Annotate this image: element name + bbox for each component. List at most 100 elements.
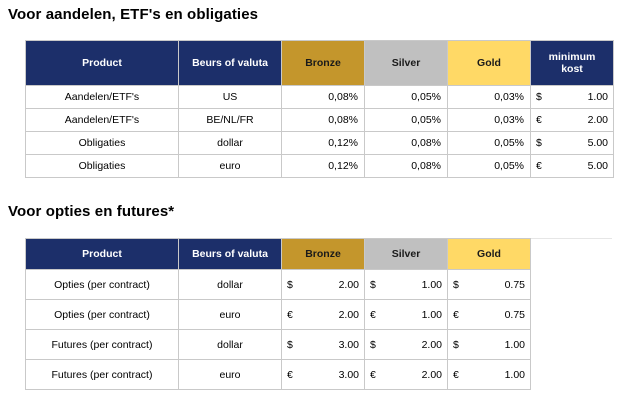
cell-product: Opties (per contract) (25, 299, 179, 330)
currency-symbol: € (536, 114, 542, 126)
cell-silver: 0,05% (364, 108, 448, 132)
amount-value: 0.75 (504, 278, 525, 291)
cell-gold: 0,05% (447, 131, 531, 155)
amount-value: 5.00 (587, 137, 608, 149)
amount-value: 1.00 (504, 368, 525, 381)
cell-beurs: US (178, 85, 282, 109)
table-row: Aandelen/ETF's BE/NL/FR 0,08% 0,05% 0,03% €2.… (25, 108, 614, 132)
amount-value: 2.00 (338, 278, 359, 291)
cell-silver: $2.00 (364, 329, 448, 360)
table-row: Aandelen/ETF's US 0,08% 0,05% 0,03% $1.00 (25, 85, 614, 109)
cell-silver: €1.00 (364, 299, 448, 330)
header-gold: Gold (447, 40, 531, 86)
currency-symbol: € (453, 368, 459, 381)
cell-minimum-kost: €2.00 (530, 108, 614, 132)
cell-bronze: $2.00 (281, 269, 365, 300)
amount-value: 3.00 (338, 368, 359, 381)
currency-symbol: $ (370, 278, 376, 291)
cell-gold: $1.00 (447, 329, 531, 360)
currency-symbol: $ (453, 278, 459, 291)
currency-symbol: $ (287, 338, 293, 351)
cell-gold: €1.00 (447, 359, 531, 390)
stocks-fee-table: Product Beurs of valuta Bronze Silver Go… (25, 40, 614, 178)
cell-gold: €0.75 (447, 299, 531, 330)
currency-symbol: $ (536, 91, 542, 103)
header-beurs: Beurs of valuta (178, 238, 282, 270)
cell-gold: 0,03% (447, 108, 531, 132)
header-product: Product (25, 40, 179, 86)
currency-symbol: € (287, 368, 293, 381)
section-title-stocks: Voor aandelen, ETF's en obligaties (8, 6, 259, 23)
cell-beurs: dollar (178, 329, 282, 360)
amount-value: 2.00 (421, 338, 442, 351)
table-header-row: Product Beurs of valuta Bronze Silver Go… (25, 238, 531, 270)
currency-symbol: € (370, 308, 376, 321)
table-row: Obligaties dollar 0,12% 0,08% 0,05% $5.00 (25, 131, 614, 155)
cell-product: Aandelen/ETF's (25, 108, 179, 132)
cell-gold: $0.75 (447, 269, 531, 300)
header-minimum-kost: minimum kost (530, 40, 614, 86)
table-row: Futures (per contract) dollar $3.00 $2.00 $1… (25, 329, 531, 360)
header-silver: Silver (364, 40, 448, 86)
currency-symbol: € (370, 368, 376, 381)
cell-silver: $1.00 (364, 269, 448, 300)
cell-beurs: euro (178, 359, 282, 390)
cell-minimum-kost: $5.00 (530, 131, 614, 155)
currency-symbol: $ (453, 338, 459, 351)
cell-bronze: $3.00 (281, 329, 365, 360)
cell-bronze: 0,12% (281, 131, 365, 155)
currency-symbol: $ (536, 137, 542, 149)
currency-symbol: $ (370, 338, 376, 351)
amount-value: 2.00 (421, 368, 442, 381)
currency-symbol: $ (287, 278, 293, 291)
cell-bronze: €3.00 (281, 359, 365, 390)
cell-bronze: 0,12% (281, 154, 365, 178)
cell-product: Obligaties (25, 154, 179, 178)
cell-gold: 0,03% (447, 85, 531, 109)
currency-symbol: € (287, 308, 293, 321)
header-product: Product (25, 238, 179, 270)
cell-product: Aandelen/ETF's (25, 85, 179, 109)
divider-line (528, 238, 612, 239)
cell-silver: 0,08% (364, 154, 448, 178)
cell-bronze: €2.00 (281, 299, 365, 330)
table-row: Opties (per contract) dollar $2.00 $1.00 $0.… (25, 269, 531, 300)
header-minimum-line2: kost (561, 63, 583, 75)
table-header-row: Product Beurs of valuta Bronze Silver Go… (25, 40, 614, 86)
currency-symbol: € (453, 308, 459, 321)
cell-product: Obligaties (25, 131, 179, 155)
cell-bronze: 0,08% (281, 108, 365, 132)
header-gold: Gold (447, 238, 531, 270)
options-fee-table: Product Beurs of valuta Bronze Silver Go… (25, 238, 531, 390)
amount-value: 1.00 (587, 91, 608, 103)
amount-value: 1.00 (421, 308, 442, 321)
header-silver: Silver (364, 238, 448, 270)
cell-product: Futures (per contract) (25, 359, 179, 390)
cell-gold: 0,05% (447, 154, 531, 178)
section-title-options: Voor opties en futures* (8, 203, 175, 220)
cell-beurs: BE/NL/FR (178, 108, 282, 132)
cell-silver: €2.00 (364, 359, 448, 390)
table-row: Obligaties euro 0,12% 0,08% 0,05% €5.00 (25, 154, 614, 178)
amount-value: 3.00 (338, 338, 359, 351)
cell-beurs: dollar (178, 131, 282, 155)
cell-silver: 0,08% (364, 131, 448, 155)
header-beurs: Beurs of valuta (178, 40, 282, 86)
amount-value: 5.00 (587, 160, 608, 172)
cell-product: Opties (per contract) (25, 269, 179, 300)
cell-beurs: euro (178, 154, 282, 178)
table-row: Futures (per contract) euro €3.00 €2.00 €1.0… (25, 359, 531, 390)
header-minimum-line1: minimum (548, 51, 596, 63)
header-bronze: Bronze (281, 40, 365, 86)
cell-product: Futures (per contract) (25, 329, 179, 360)
cell-bronze: 0,08% (281, 85, 365, 109)
amount-value: 2.00 (338, 308, 359, 321)
amount-value: 2.00 (587, 114, 608, 126)
header-bronze: Bronze (281, 238, 365, 270)
amount-value: 1.00 (504, 338, 525, 351)
cell-minimum-kost: $1.00 (530, 85, 614, 109)
amount-value: 1.00 (421, 278, 442, 291)
cell-beurs: dollar (178, 269, 282, 300)
amount-value: 0.75 (504, 308, 525, 321)
cell-beurs: euro (178, 299, 282, 330)
